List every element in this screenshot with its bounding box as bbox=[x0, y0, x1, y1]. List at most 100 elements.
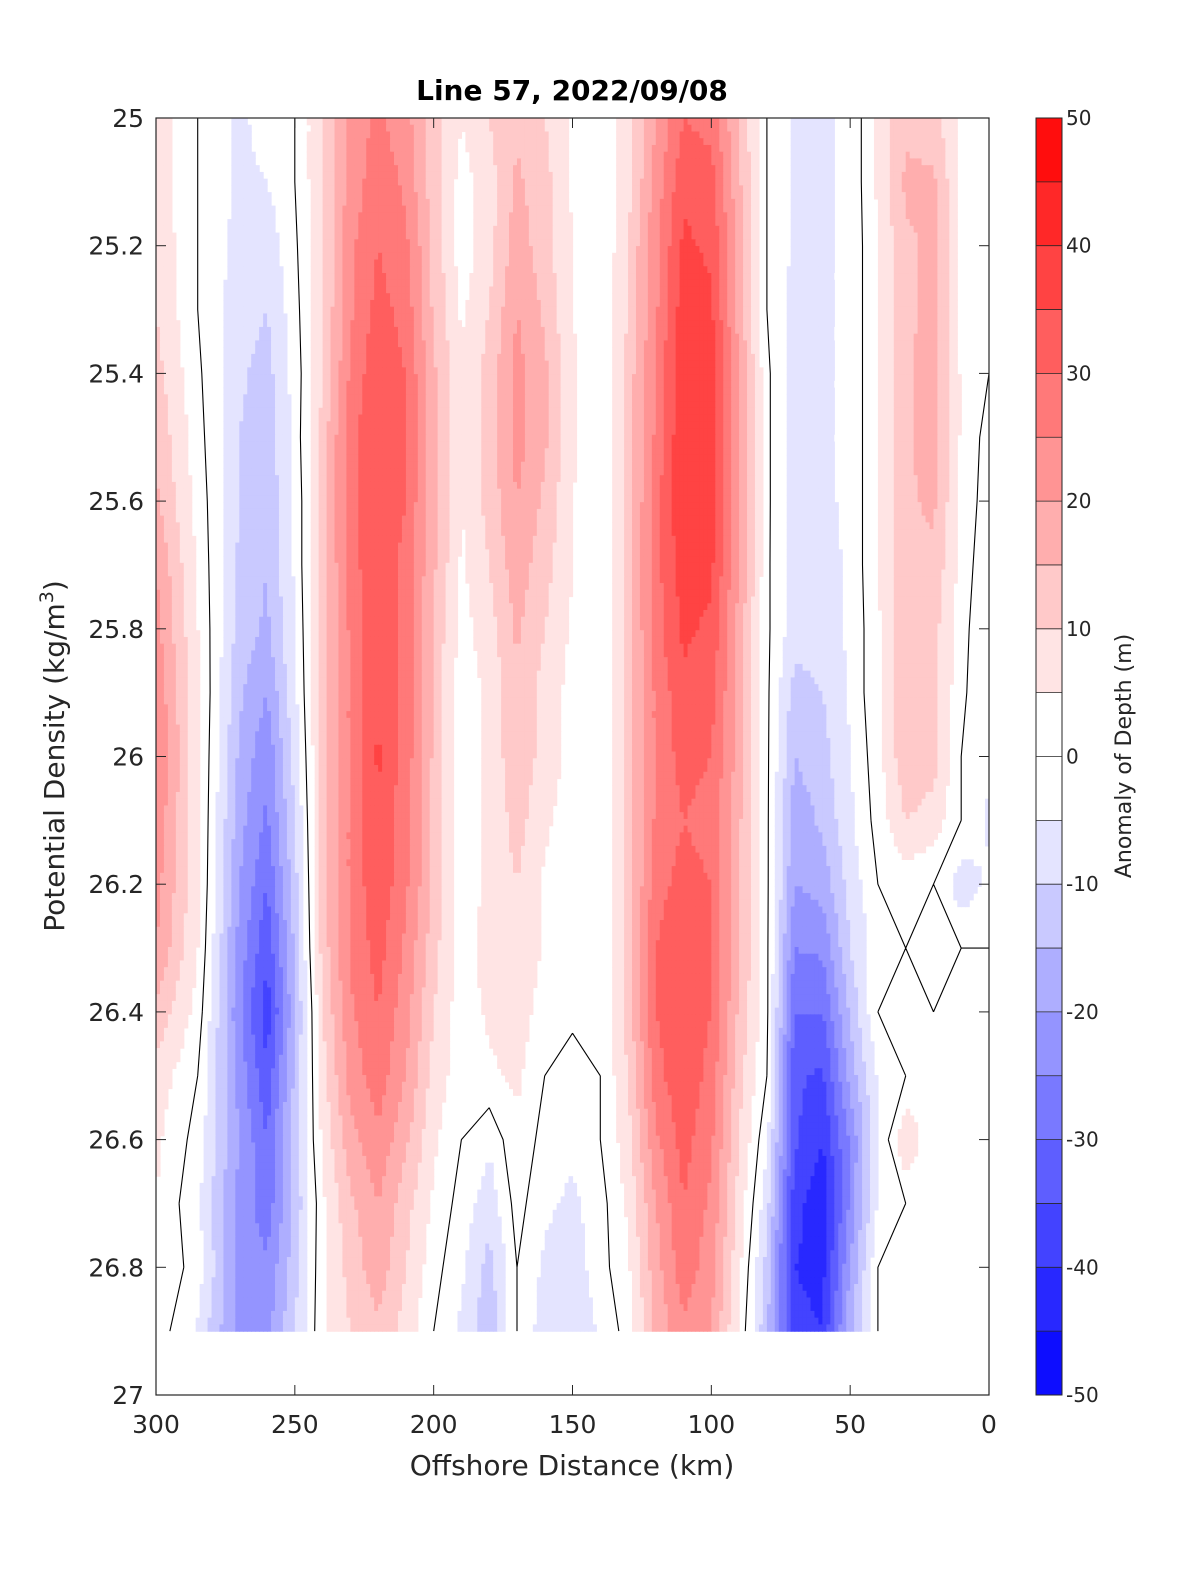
anomaly-cell bbox=[469, 124, 474, 133]
anomaly-cell bbox=[711, 313, 716, 321]
anomaly-cell bbox=[425, 171, 431, 180]
anomaly-cell bbox=[481, 333, 486, 342]
anomaly-cell bbox=[564, 205, 570, 213]
anomaly-cell bbox=[719, 171, 724, 180]
anomaly-cell bbox=[695, 313, 701, 321]
anomaly-cell bbox=[513, 158, 518, 166]
anomaly-cell bbox=[877, 313, 883, 321]
anomaly-cell bbox=[425, 286, 431, 294]
anomaly-cell bbox=[564, 171, 570, 180]
anomaly-cell bbox=[639, 293, 645, 301]
anomaly-cell bbox=[445, 185, 451, 193]
anomaly-cell bbox=[489, 219, 494, 227]
anomaly-cell bbox=[362, 313, 367, 321]
anomaly-cell bbox=[235, 333, 240, 342]
anomaly-cell bbox=[675, 232, 681, 240]
anomaly-cell bbox=[417, 232, 423, 240]
anomaly-cell bbox=[167, 212, 173, 220]
anomaly-cell bbox=[925, 165, 931, 173]
anomaly-cell bbox=[921, 259, 927, 267]
anomaly-cell bbox=[620, 286, 625, 294]
anomaly-cell bbox=[620, 299, 625, 308]
anomaly-cell bbox=[723, 212, 728, 220]
anomaly-cell bbox=[536, 340, 542, 348]
anomaly-cell bbox=[913, 198, 919, 207]
anomaly-cell bbox=[743, 185, 748, 193]
anomaly-cell bbox=[493, 225, 498, 234]
anomaly-cell bbox=[390, 293, 395, 301]
anomaly-cell bbox=[699, 205, 704, 213]
anomaly-cell bbox=[338, 225, 344, 234]
anomaly-cell bbox=[739, 198, 744, 207]
anomaly-cell bbox=[505, 313, 510, 321]
anomaly-cell bbox=[382, 225, 387, 234]
anomaly-cell bbox=[421, 225, 427, 234]
anomaly-cell bbox=[171, 273, 177, 281]
anomaly-cell bbox=[739, 205, 744, 213]
anomaly-cell bbox=[556, 185, 562, 193]
anomaly-cell bbox=[620, 171, 625, 180]
anomaly-cell bbox=[564, 151, 570, 160]
anomaly-cell bbox=[945, 212, 950, 220]
anomaly-cell bbox=[330, 212, 336, 220]
anomaly-cell bbox=[917, 205, 923, 213]
anomaly-cell bbox=[723, 232, 728, 240]
anomaly-cell bbox=[747, 286, 752, 294]
anomaly-cell bbox=[953, 198, 958, 207]
anomaly-cell bbox=[532, 219, 538, 227]
anomaly-cell bbox=[425, 158, 431, 166]
anomaly-cell bbox=[326, 131, 332, 139]
anomaly-cell bbox=[624, 219, 629, 227]
anomaly-cell bbox=[425, 219, 431, 227]
anomaly-cell bbox=[941, 252, 946, 261]
anomaly-cell bbox=[715, 219, 720, 227]
anomaly-cell bbox=[616, 192, 621, 200]
anomaly-cell bbox=[655, 198, 661, 207]
anomaly-cell bbox=[477, 239, 482, 247]
anomaly-cell bbox=[802, 124, 808, 133]
anomaly-cell bbox=[163, 205, 169, 213]
anomaly-cell bbox=[564, 165, 570, 173]
anomaly-cell bbox=[901, 326, 907, 335]
anomaly-cell bbox=[505, 232, 510, 240]
anomaly-cell bbox=[433, 286, 439, 294]
anomaly-cell bbox=[163, 347, 169, 355]
anomaly-cell bbox=[409, 246, 415, 254]
anomaly-cell bbox=[449, 151, 455, 160]
anomaly-cell bbox=[707, 266, 712, 274]
anomaly-cell bbox=[810, 320, 816, 328]
anomaly-cell bbox=[247, 165, 252, 173]
anomaly-cell bbox=[889, 205, 895, 213]
anomaly-cell bbox=[394, 158, 399, 166]
anomaly-cell bbox=[651, 124, 657, 133]
anomaly-cell bbox=[901, 239, 907, 247]
anomaly-cell bbox=[901, 313, 907, 321]
anomaly-cell bbox=[873, 185, 879, 193]
anomaly-cell bbox=[612, 320, 617, 328]
anomaly-cell bbox=[695, 299, 701, 308]
anomaly-cell bbox=[247, 299, 252, 308]
anomaly-cell bbox=[536, 232, 542, 240]
anomaly-cell bbox=[505, 273, 510, 281]
anomaly-cell bbox=[227, 279, 232, 288]
anomaly-cell bbox=[691, 286, 697, 294]
anomaly-cell bbox=[715, 151, 720, 160]
anomaly-cell bbox=[175, 333, 181, 342]
anomaly-cell bbox=[751, 259, 756, 267]
anomaly-cell bbox=[703, 212, 708, 220]
anomaly-cell bbox=[643, 306, 649, 315]
anomaly-cell bbox=[699, 293, 704, 301]
anomaly-cell bbox=[378, 246, 383, 254]
anomaly-cell bbox=[560, 124, 566, 133]
anomaly-cell bbox=[727, 171, 732, 180]
anomaly-cell bbox=[628, 333, 633, 342]
anomaly-cell bbox=[556, 306, 562, 315]
anomaly-cell bbox=[735, 131, 740, 139]
anomaly-cell bbox=[687, 212, 693, 220]
anomaly-cell bbox=[275, 252, 280, 261]
anomaly-cell bbox=[905, 306, 911, 315]
anomaly-cell bbox=[501, 246, 506, 254]
anomaly-cell bbox=[477, 171, 482, 180]
anomaly-cell bbox=[663, 246, 669, 254]
anomaly-cell bbox=[949, 171, 954, 180]
